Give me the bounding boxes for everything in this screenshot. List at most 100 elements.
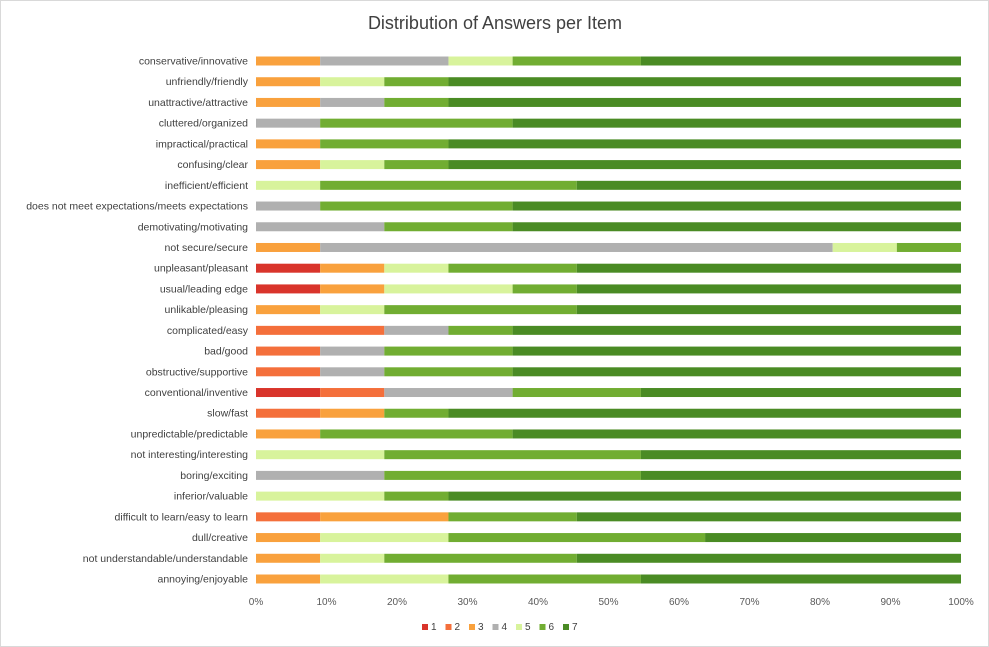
- bar-segment-3: [256, 77, 321, 87]
- bar-segment-7: [576, 553, 961, 563]
- bar-segment-5: [320, 553, 385, 563]
- bar-segment-7: [640, 388, 961, 398]
- category-label: unpleasant/pleasant: [154, 263, 248, 275]
- bar-segment-4: [384, 325, 449, 335]
- bar-segment-3: [256, 533, 321, 543]
- bar-segment-3: [320, 263, 385, 273]
- bar-segment-6: [512, 388, 641, 398]
- x-tick-label: 30%: [457, 597, 477, 608]
- bar-segment-3: [256, 97, 321, 107]
- category-label: demotivating/motivating: [138, 221, 248, 233]
- bar-segment-2: [256, 367, 321, 377]
- bar-segment-6: [384, 160, 449, 170]
- bar-segment-5: [256, 491, 385, 501]
- bar-segment-6: [384, 491, 449, 501]
- bar-segment-5: [320, 305, 385, 315]
- bar-segment-4: [320, 242, 833, 252]
- bar-segment-3: [320, 512, 449, 522]
- bar-segment-5: [320, 160, 385, 170]
- bar-segment-5: [256, 180, 321, 190]
- legend-swatch-1: [422, 624, 428, 630]
- bar-segment-6: [384, 470, 641, 480]
- bar-segment-3: [256, 242, 321, 252]
- bar-segment-7: [640, 450, 961, 460]
- bar-segment-5: [320, 574, 449, 584]
- legend-label: 4: [502, 622, 508, 633]
- bar-segment-3: [320, 408, 385, 418]
- category-label: not interesting/interesting: [131, 449, 248, 461]
- bar-segment-2: [256, 325, 385, 335]
- category-label: does not meet expectations/meets expecta…: [26, 201, 248, 213]
- bar-segment-5: [256, 450, 385, 460]
- category-label: slow/fast: [207, 408, 248, 420]
- x-tick-label: 80%: [810, 597, 830, 608]
- category-label: inferior/valuable: [174, 491, 248, 503]
- legend-label: 2: [455, 622, 461, 633]
- legend-label: 1: [431, 622, 437, 633]
- bar-segment-7: [512, 367, 961, 377]
- category-label: confusing/clear: [177, 159, 248, 171]
- legend-label: 3: [478, 622, 484, 633]
- bar-segment-7: [448, 77, 962, 87]
- x-tick-label: 100%: [948, 597, 974, 608]
- legend-label: 6: [549, 622, 555, 633]
- bar-segment-6: [512, 284, 577, 294]
- category-label: cluttered/organized: [159, 118, 248, 130]
- bar-segment-1: [256, 284, 321, 294]
- bar-segment-3: [256, 305, 321, 315]
- bar-segment-5: [448, 56, 513, 66]
- x-tick-label: 0%: [249, 597, 264, 608]
- category-label: dull/creative: [192, 532, 248, 544]
- legend-swatch-2: [445, 624, 452, 630]
- bar-segment-6: [448, 574, 641, 584]
- bar-segment-2: [256, 408, 321, 418]
- legend-label: 7: [572, 622, 578, 633]
- legend-swatch-7: [563, 624, 569, 630]
- bar-segment-6: [320, 180, 577, 190]
- bar-segment-7: [448, 408, 962, 418]
- legend: 1 2 3 4 5 6 7: [422, 622, 578, 633]
- category-label: conventional/inventive: [145, 387, 248, 399]
- bar-segment-6: [384, 346, 513, 356]
- bar-segment-7: [576, 284, 961, 294]
- bar-segment-1: [256, 263, 321, 273]
- bar-segment-6: [384, 367, 513, 377]
- category-label: inefficient/efficient: [165, 180, 248, 192]
- bar-segment-7: [448, 491, 962, 501]
- bar-segment-1: [256, 388, 321, 398]
- bar-segment-7: [576, 512, 961, 522]
- category-label: usual/leading edge: [160, 283, 248, 295]
- bar-segment-5: [320, 533, 449, 543]
- legend-swatch-6: [539, 624, 546, 630]
- bar-segment-6: [320, 118, 513, 128]
- bar-segment-2: [256, 512, 321, 522]
- bar-segment-6: [384, 77, 449, 87]
- category-label: bad/good: [204, 346, 248, 358]
- bar-segment-4: [320, 97, 385, 107]
- bar-segment-6: [384, 97, 449, 107]
- bar-segment-6: [448, 533, 706, 543]
- x-tick-label: 60%: [669, 597, 689, 608]
- bar-segment-5: [832, 242, 897, 252]
- legend-label: 5: [525, 622, 531, 633]
- bar-segment-6: [448, 263, 577, 273]
- bar-segment-7: [448, 97, 962, 107]
- legend-swatch-4: [492, 624, 499, 630]
- bar-segment-6: [512, 56, 641, 66]
- bar-segment-5: [320, 77, 385, 87]
- bar-segment-4: [320, 346, 385, 356]
- bar-segment-4: [256, 222, 385, 232]
- category-label: difficult to learn/easy to learn: [115, 511, 249, 523]
- x-axis-ticks: 0% 10% 20% 30% 40% 50% 60% 70% 80% 90% 100%: [249, 597, 974, 608]
- category-label: not understandable/understandable: [83, 553, 248, 565]
- bar-segment-7: [576, 180, 961, 190]
- category-labels: conservative/innovative unfriendly/friend…: [26, 56, 249, 586]
- bar-segment-3: [256, 553, 321, 563]
- bar-segment-6: [384, 305, 577, 315]
- bar-segment-3: [320, 284, 385, 294]
- bar-segment-4: [256, 118, 321, 128]
- bar-segment-3: [256, 574, 321, 584]
- bar-segment-7: [705, 533, 961, 543]
